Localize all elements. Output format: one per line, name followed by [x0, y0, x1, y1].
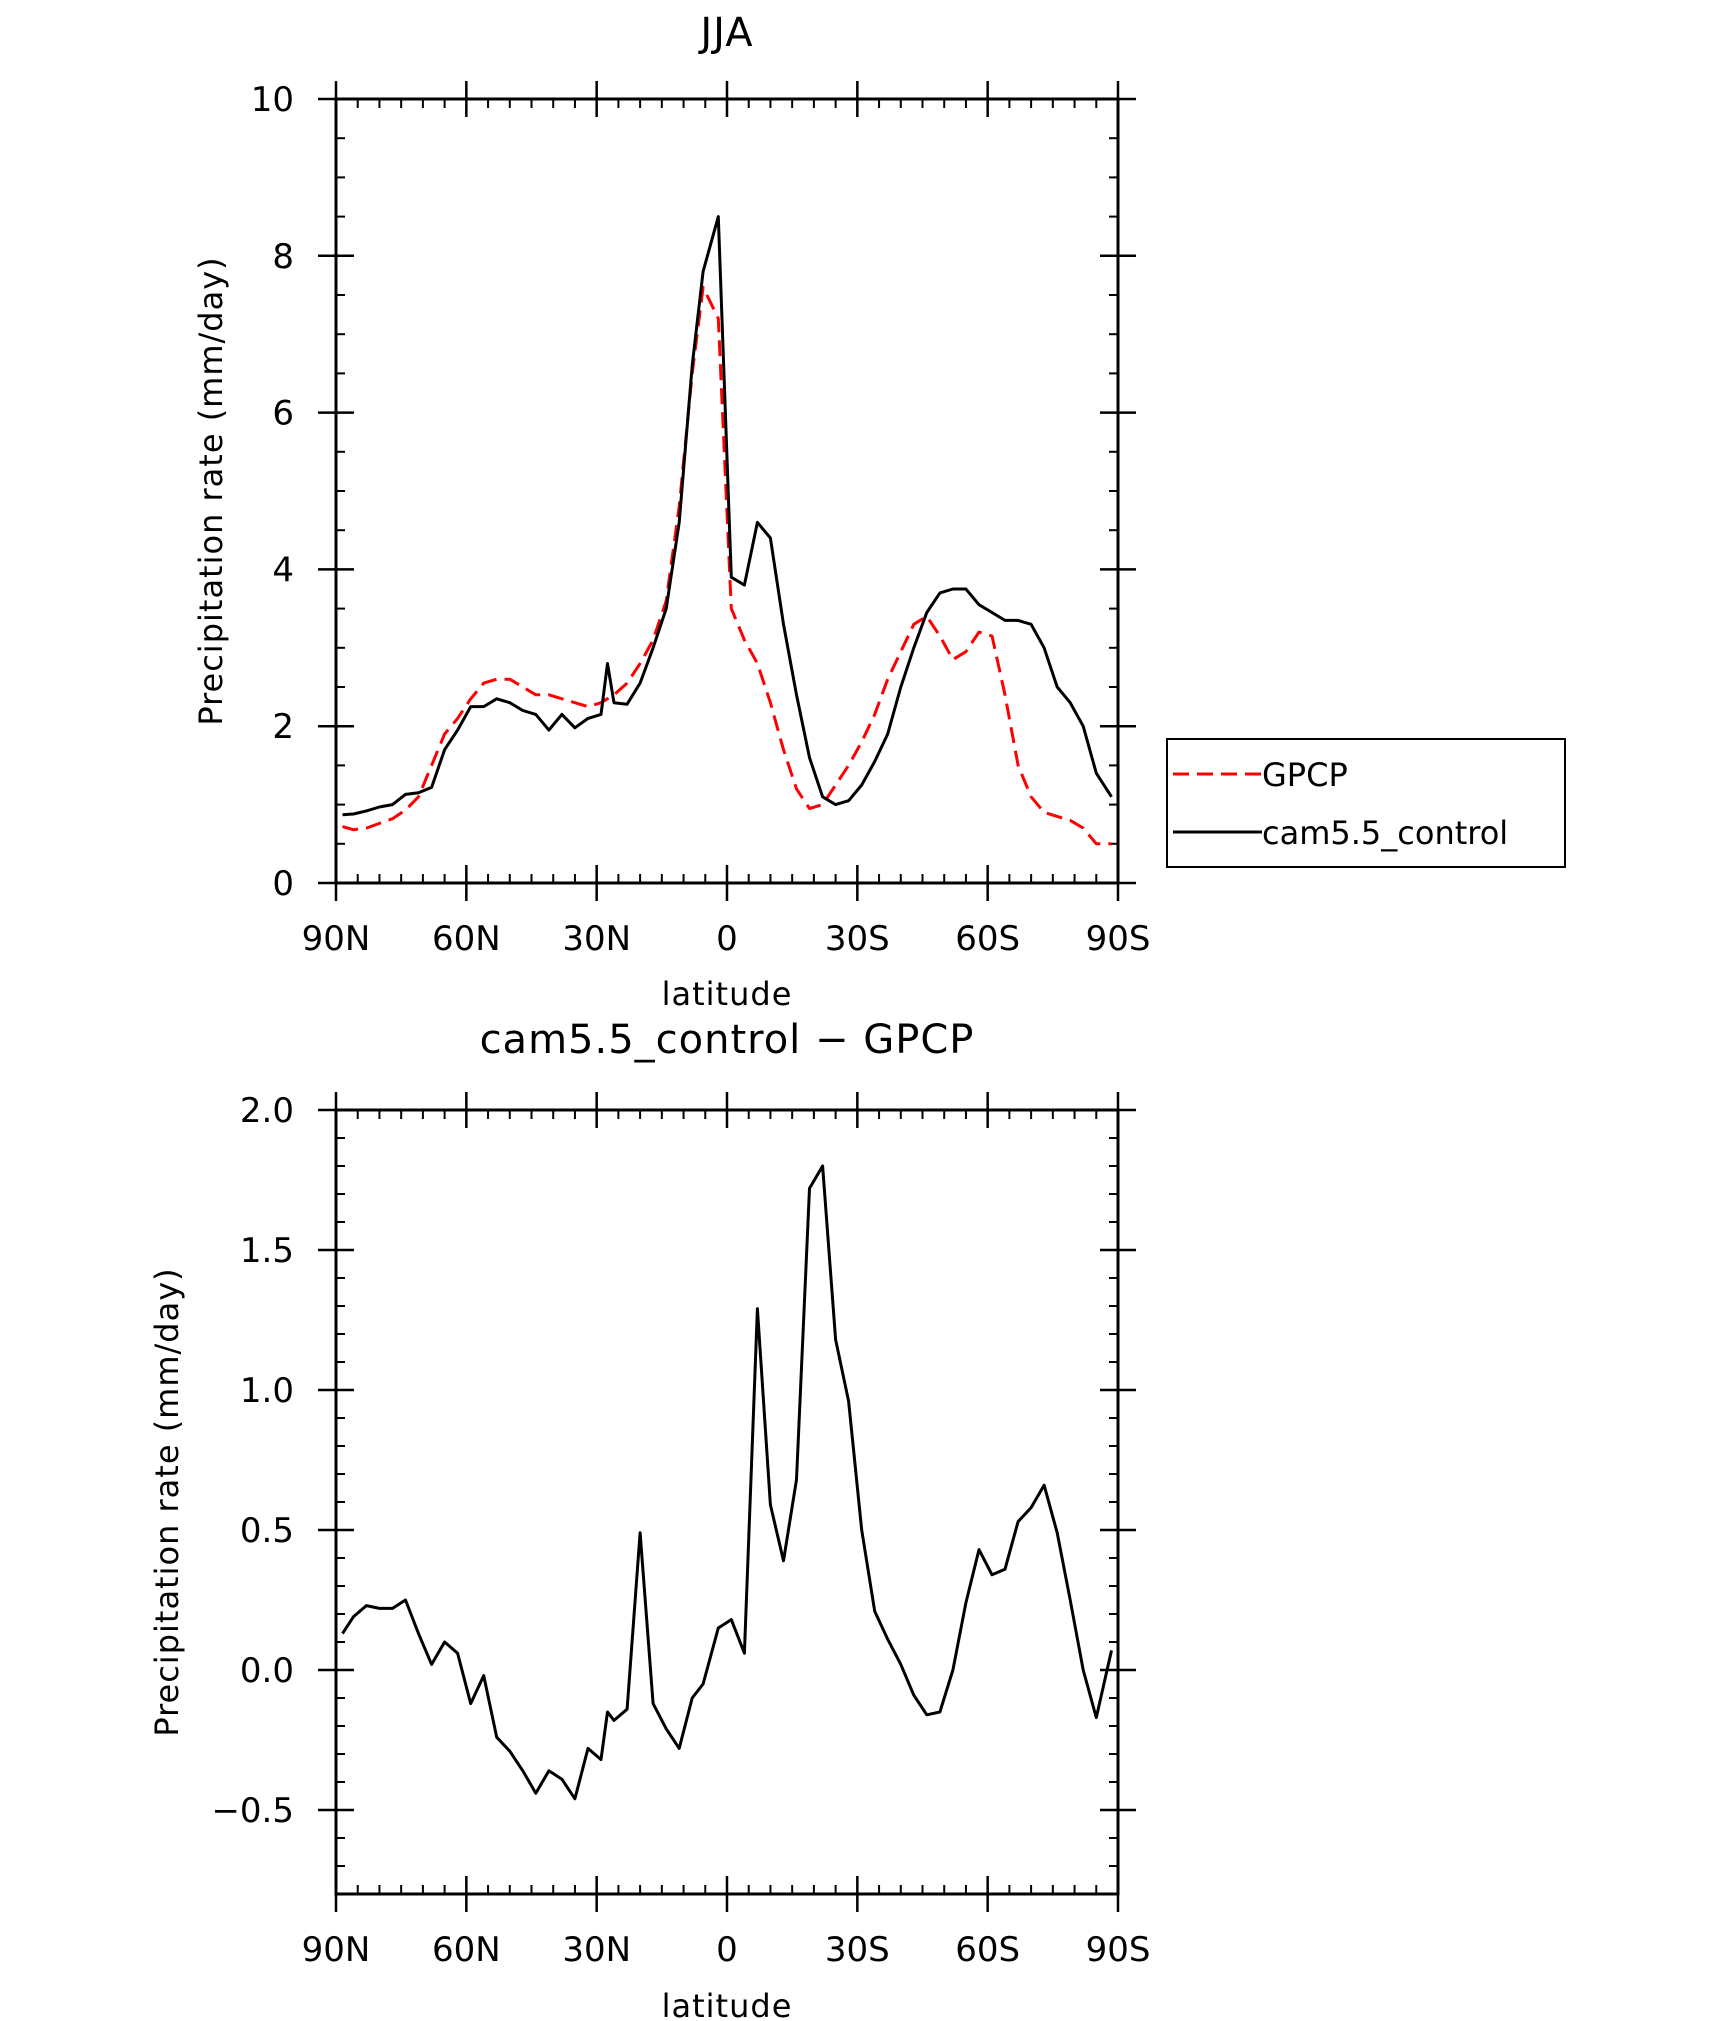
top-y-tick-label: 8 [272, 237, 294, 277]
top-y-tick-label: 2 [272, 707, 294, 747]
top-x-tick-label: 60N [432, 919, 501, 959]
bottom-x-tick-label: 60N [432, 1930, 501, 1970]
top-y-tick-label: 4 [272, 550, 294, 590]
legend-box [1166, 738, 1566, 868]
top-plot-frame [334, 97, 1120, 885]
top-x-tick-label: 60S [955, 919, 1020, 959]
bottom-x-tick-label: 30N [562, 1930, 631, 1970]
top-x-tick-label: 90S [1086, 919, 1151, 959]
bottom-y-tick-label: 1.0 [240, 1371, 294, 1411]
bottom-series-cam5-5-control-gpcp-line [341, 1164, 1113, 1801]
top-y-tick-label: 6 [272, 394, 294, 434]
legend: GPCP cam5.5_control [1166, 738, 1566, 868]
bottom-y-tick-label: 0.5 [240, 1511, 294, 1551]
legend-label-gpcp: GPCP [1262, 756, 1348, 794]
bottom-x-tick-label: 90S [1086, 1930, 1151, 1970]
bottom-y-tick-label: 0.0 [240, 1651, 294, 1691]
bottom-x-tick-label: 60S [955, 1930, 1020, 1970]
legend-label-cam: cam5.5_control [1262, 814, 1508, 852]
bottom-x-axis-label: latitude [662, 1987, 793, 2021]
bottom-x-tick-label: 0 [716, 1930, 738, 1970]
top-ticks: 90N 60N 30N 0 30S 60S 90S 0 2 4 6 8 10 [251, 80, 1151, 959]
top-x-tick-label: 90N [302, 919, 371, 959]
bottom-y-tick-label: −0.5 [211, 1791, 294, 1831]
top-series [342, 215, 1113, 846]
top-y-tick-label: 10 [251, 80, 294, 120]
bottom-ticks: 90N 60N 30N 0 30S 60S 90S −0.5 0.0 0.5 1.0 1.5 2.0 [211, 1091, 1150, 1970]
bottom-plot-frame [334, 1108, 1120, 1896]
top-x-tick-label: 30N [562, 919, 631, 959]
bottom-x-tick-label: 30S [825, 1930, 890, 1970]
top-y-axis-label: Precipitation rate (mm/day) [192, 256, 230, 725]
bottom-y-tick-label: 1.5 [240, 1231, 294, 1271]
top-series-cam5-5-control-line [342, 215, 1113, 817]
bottom-x-tick-label: 90N [302, 1930, 371, 1970]
bottom-y-tick-label: 2.0 [240, 1091, 294, 1131]
top-x-tick-label: 0 [716, 919, 738, 959]
bottom-series [341, 1164, 1113, 1801]
bottom-chart-title: cam5.5_control − GPCP [480, 1017, 975, 1063]
top-y-tick-label: 0 [272, 864, 294, 904]
bottom-y-axis-label: Precipitation rate (mm/day) [148, 1267, 186, 1736]
top-x-tick-label: 30S [825, 919, 890, 959]
bottom-panel: cam5.5_control − GPCP 90N 60N 30N 0 30S 60S 90… [148, 1017, 1150, 2021]
top-chart-title: JJA [697, 10, 753, 56]
top-series-gpcp-line [342, 285, 1112, 846]
top-x-axis-label: latitude [662, 975, 793, 1013]
